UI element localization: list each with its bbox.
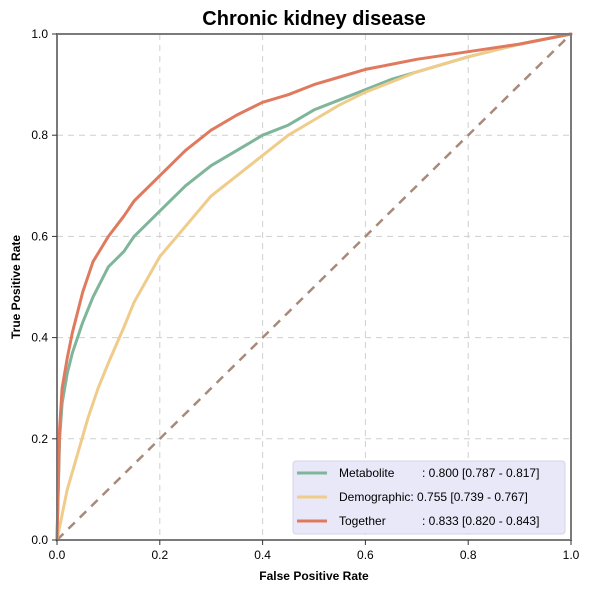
x-tick-label: 0.4: [254, 548, 271, 562]
y-tick-label: 0.2: [31, 432, 48, 446]
x-tick-label: 1.0: [563, 548, 580, 562]
legend-series-name: Metabolite: [339, 466, 395, 480]
y-tick-label: 0.4: [31, 331, 48, 345]
legend-series-name: Together: [339, 514, 386, 528]
y-tick-label: 0.0: [31, 533, 48, 547]
y-tick-label: 1.0: [31, 27, 48, 41]
legend-auc-value: : 0.755 [0.739 - 0.767]: [410, 490, 527, 504]
series-lines: [55, 32, 573, 542]
legend-series-name: Demographic: [339, 490, 410, 504]
series-line-together: [55, 32, 573, 542]
chart-title: Chronic kidney disease: [202, 8, 425, 30]
series-line-demographic: [55, 32, 573, 542]
reference-diagonal: [56, 33, 572, 541]
x-tick-label: 0.8: [460, 548, 477, 562]
legend: Metabolite : 0.800 [0.787 - 0.817] Demogra…: [292, 460, 566, 535]
y-tick-label: 0.8: [31, 128, 48, 142]
axis-ticks: 0.0 0.2 0.4 0.6 0.8 1.0 0.0 0.2 0.4 0.6 0.8 1.0: [31, 27, 579, 562]
plot-frame: [56, 33, 572, 541]
x-tick-label: 0.6: [357, 548, 374, 562]
x-tick-label: 0.0: [49, 548, 66, 562]
series-line-metabolite: [55, 32, 573, 542]
legend-auc-value: : 0.833 [0.820 - 0.843]: [422, 514, 539, 528]
legend-box: [292, 460, 566, 535]
x-tick-label: 0.2: [151, 548, 168, 562]
y-tick-label: 0.6: [31, 229, 48, 243]
chance-line: [56, 33, 572, 541]
legend-auc-value: : 0.800 [0.787 - 0.817]: [422, 466, 539, 480]
x-axis-label: False Positive Rate: [259, 569, 369, 583]
y-axis-label: True Positive Rate: [9, 235, 23, 339]
